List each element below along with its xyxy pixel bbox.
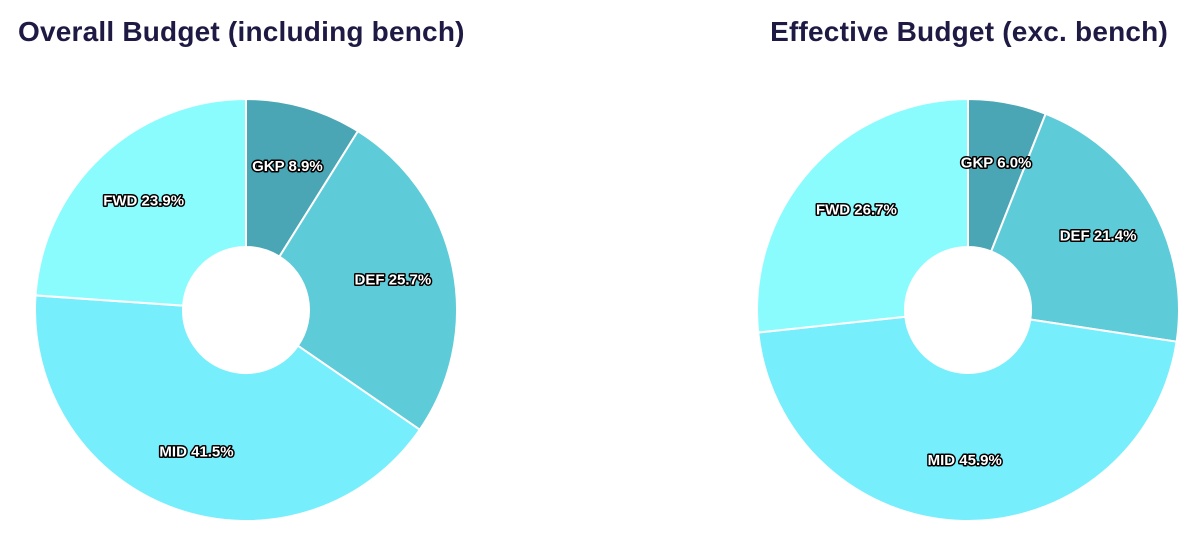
data-label-def: DEF 25.7% xyxy=(355,272,432,289)
chart-title-effective: Effective Budget (exc. bench) xyxy=(770,16,1168,47)
slice-def[interactable] xyxy=(278,129,458,432)
data-label-fwd: FWD 23.9% xyxy=(103,192,184,209)
data-label-mid: MID 45.9% xyxy=(928,452,1002,469)
data-label-gkp: GKP 6.0% xyxy=(961,155,1032,172)
donut-chart-effective: GKP 6.0% DEF 21.4% MID 45.9% FWD 26.7% xyxy=(756,97,1180,522)
slice-mid[interactable] xyxy=(34,294,422,522)
data-label-mid: MID 41.5% xyxy=(159,444,233,461)
slice-mid[interactable] xyxy=(757,315,1178,522)
donut-chart-overall: GKP 8.9% DEF 25.7% MID 41.5% FWD 23.9% xyxy=(34,97,458,522)
data-label-fwd: FWD 26.7% xyxy=(816,202,897,219)
slice-def[interactable] xyxy=(989,112,1180,343)
data-label-gkp: GKP 8.9% xyxy=(252,158,323,175)
slice-fwd[interactable] xyxy=(34,97,247,307)
data-label-def: DEF 21.4% xyxy=(1060,227,1137,244)
slice-fwd[interactable] xyxy=(756,97,969,334)
chart-title-overall: Overall Budget (including bench) xyxy=(18,16,465,47)
